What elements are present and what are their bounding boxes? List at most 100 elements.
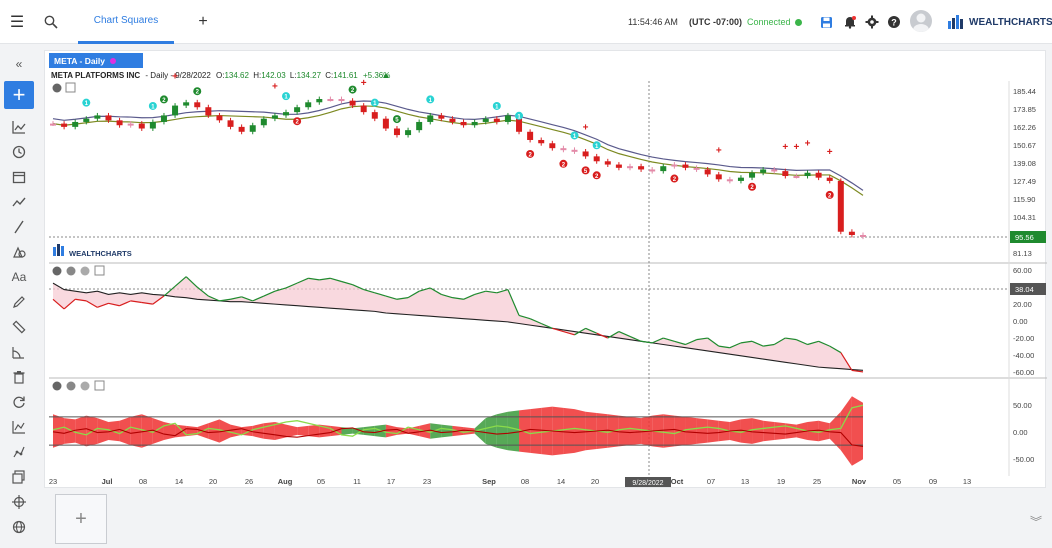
candle[interactable] <box>704 169 711 175</box>
signal-marker-icon[interactable] <box>670 174 679 183</box>
calendar-icon[interactable] <box>7 166 31 188</box>
refresh-icon[interactable] <box>7 391 31 413</box>
layers-icon[interactable] <box>7 466 31 488</box>
save-icon[interactable] <box>816 12 836 32</box>
candle[interactable] <box>382 118 389 129</box>
candle[interactable] <box>83 118 90 122</box>
signal-marker-icon[interactable] <box>492 101 501 110</box>
candle[interactable] <box>593 156 600 162</box>
signal-marker-icon[interactable] <box>592 171 601 180</box>
candle[interactable] <box>238 126 245 132</box>
candle[interactable] <box>504 115 511 122</box>
pane3-down-icon[interactable] <box>66 381 76 391</box>
user-avatar[interactable] <box>910 10 932 32</box>
shapes-icon[interactable] <box>7 241 31 263</box>
candle[interactable] <box>194 102 201 108</box>
signal-marker-icon[interactable] <box>370 98 379 107</box>
candle[interactable] <box>671 164 678 167</box>
candle[interactable] <box>649 169 656 172</box>
candle[interactable] <box>427 115 434 122</box>
candle[interactable] <box>493 118 500 122</box>
trash-icon[interactable] <box>7 366 31 388</box>
pane2-hide-icon[interactable] <box>52 266 62 276</box>
candle[interactable] <box>127 123 134 126</box>
signal-marker-icon[interactable] <box>348 85 357 94</box>
candle[interactable] <box>393 128 400 136</box>
line-chart-icon[interactable] <box>7 416 31 438</box>
candle[interactable] <box>249 125 256 132</box>
bell-icon[interactable] <box>840 12 860 32</box>
candle[interactable] <box>349 100 356 106</box>
candle[interactable] <box>516 115 523 132</box>
candle[interactable] <box>682 164 689 168</box>
candle[interactable] <box>804 172 811 177</box>
candle[interactable] <box>826 177 833 181</box>
trend-icon[interactable] <box>7 191 31 213</box>
add-panel-button[interactable]: + <box>55 494 107 544</box>
pane2-up-icon[interactable] <box>80 266 90 276</box>
candle[interactable] <box>737 177 744 181</box>
signal-marker-icon[interactable] <box>148 101 157 110</box>
pane3-expand-icon[interactable] <box>94 380 105 391</box>
candle[interactable] <box>549 143 556 149</box>
candle[interactable] <box>160 115 167 122</box>
candle[interactable] <box>338 99 345 102</box>
chart-canvas[interactable]: META - Daily META PLATFORMS INC - Daily … <box>44 50 1047 488</box>
expand-pane-icon[interactable] <box>65 82 76 93</box>
candle[interactable] <box>771 169 778 172</box>
signal-marker-icon[interactable] <box>293 117 302 126</box>
signal-marker-icon[interactable] <box>426 95 435 104</box>
candle[interactable] <box>205 107 212 116</box>
timezone-label[interactable]: (UTC -07:00) <box>689 17 743 27</box>
candle[interactable] <box>94 115 101 119</box>
candle[interactable] <box>638 166 645 170</box>
candle[interactable] <box>582 151 589 157</box>
collapse-panel-icon[interactable]: ︾ <box>1029 514 1042 529</box>
pane3-up-icon[interactable] <box>80 381 90 391</box>
pane3-hide-icon[interactable] <box>52 381 62 391</box>
candle[interactable] <box>116 120 123 126</box>
signal-marker-icon[interactable] <box>825 190 834 199</box>
signal-marker-icon[interactable] <box>570 131 579 140</box>
signal-marker-icon[interactable] <box>559 159 568 168</box>
pane2-expand-icon[interactable] <box>94 265 105 276</box>
candle[interactable] <box>294 107 301 113</box>
pane2-down-icon[interactable] <box>66 266 76 276</box>
candle[interactable] <box>105 115 112 121</box>
text-tool-icon[interactable]: Aa <box>11 270 27 284</box>
indicators-icon[interactable] <box>7 116 31 138</box>
help-icon[interactable]: ? <box>884 12 904 32</box>
signal-marker-icon[interactable] <box>159 95 168 104</box>
candle[interactable] <box>449 118 456 122</box>
signal-marker-icon[interactable] <box>581 166 590 175</box>
candle[interactable] <box>860 235 866 238</box>
gear-icon[interactable] <box>862 12 882 32</box>
candle[interactable] <box>438 115 445 119</box>
last-price-tag[interactable] <box>1010 231 1046 243</box>
search-icon[interactable] <box>40 11 62 33</box>
crosshair-icon[interactable] <box>7 491 31 513</box>
ruler-icon[interactable] <box>7 316 31 338</box>
candle[interactable] <box>760 169 767 173</box>
candle[interactable] <box>271 115 278 119</box>
candle[interactable] <box>149 121 156 129</box>
candle[interactable] <box>815 172 822 178</box>
hamburger-menu-icon[interactable]: ☰ <box>9 14 25 31</box>
signal-marker-icon[interactable] <box>592 141 601 150</box>
candle[interactable] <box>471 121 478 126</box>
candle[interactable] <box>571 149 578 152</box>
symbol-tab[interactable] <box>49 53 143 68</box>
candle[interactable] <box>560 148 567 151</box>
candle[interactable] <box>726 179 733 182</box>
candle[interactable] <box>138 123 145 129</box>
signal-marker-icon[interactable] <box>526 149 535 158</box>
candle[interactable] <box>615 164 622 168</box>
candle[interactable] <box>782 171 789 177</box>
candle[interactable] <box>660 166 667 172</box>
candle[interactable] <box>848 231 855 236</box>
candle[interactable] <box>837 180 844 232</box>
signal-marker-icon[interactable] <box>82 98 91 107</box>
candle[interactable] <box>183 102 190 106</box>
line-tool-icon[interactable] <box>7 216 31 238</box>
candle[interactable] <box>316 99 323 103</box>
